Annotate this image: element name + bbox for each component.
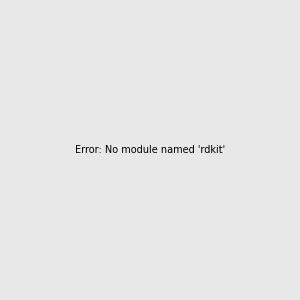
Text: Error: No module named 'rdkit': Error: No module named 'rdkit' (75, 145, 225, 155)
